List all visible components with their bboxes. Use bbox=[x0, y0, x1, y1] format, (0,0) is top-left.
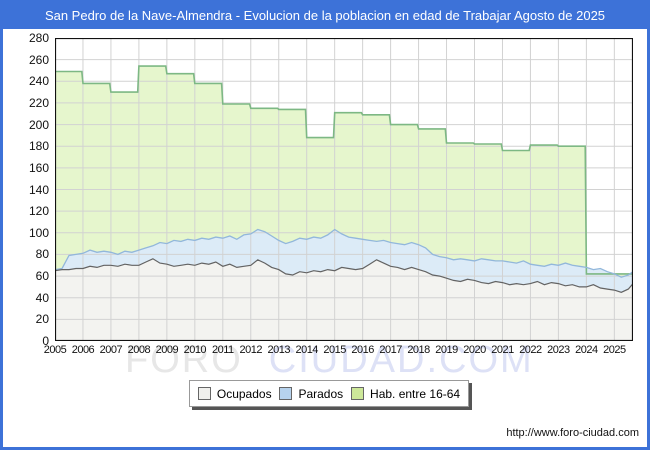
watermark-ciudad: CIUDAD.COM bbox=[268, 339, 534, 381]
x-tick-label: 2017 bbox=[379, 344, 402, 356]
x-tick-label: 2018 bbox=[407, 344, 430, 356]
x-tick-label: 2010 bbox=[183, 344, 207, 356]
legend: Ocupados Parados Hab. entre 16-64 bbox=[189, 380, 469, 407]
x-tick-label: 2012 bbox=[239, 344, 263, 356]
y-tick-label: 60 bbox=[35, 269, 49, 284]
ocupados-swatch-icon bbox=[197, 387, 211, 400]
x-tick-label: 2011 bbox=[211, 344, 234, 356]
watermark-foro: FORO bbox=[125, 339, 243, 381]
gridlines bbox=[55, 38, 633, 341]
legend-label: Parados bbox=[298, 386, 344, 401]
x-tick-label: 2020 bbox=[463, 344, 486, 356]
x-tick-label: 2007 bbox=[99, 344, 123, 356]
x-tick-label: 2022 bbox=[519, 344, 542, 356]
x-tick-label: 2019 bbox=[435, 344, 458, 356]
y-tick-label: 40 bbox=[35, 290, 49, 305]
ocupados-area-fill bbox=[55, 258, 633, 341]
y-tick-label: 0 bbox=[42, 334, 49, 348]
x-tick-label: 2016 bbox=[351, 344, 374, 356]
y-tick-label: 260 bbox=[28, 52, 49, 67]
plot-border bbox=[54, 37, 634, 342]
y-tick-label: 180 bbox=[28, 139, 49, 154]
hab-16-64-swatch-icon bbox=[351, 387, 365, 400]
x-tick-label: 2015 bbox=[323, 344, 346, 356]
y-tick-label: 280 bbox=[28, 31, 49, 45]
y-tick-label: 160 bbox=[28, 160, 49, 175]
y-tick-label: 120 bbox=[28, 204, 49, 219]
y-tick-label: 240 bbox=[28, 74, 49, 89]
area-chart-svg bbox=[54, 37, 634, 342]
legend-label: Hab. entre 16-64 bbox=[370, 386, 461, 401]
x-tick-label: 2013 bbox=[267, 344, 290, 356]
legend-item-ocupados[interactable]: Ocupados bbox=[197, 386, 272, 401]
x-tick-label: 2021 bbox=[491, 344, 514, 356]
y-tick-label: 20 bbox=[35, 312, 49, 327]
legend-item-hab-16-64[interactable]: Hab. entre 16-64 bbox=[351, 387, 460, 401]
x-tick-label: 2008 bbox=[127, 344, 151, 356]
watermark: FORO CIUDAD.COM bbox=[125, 339, 534, 382]
y-tick-label: 140 bbox=[28, 182, 49, 197]
x-tick-label: 2025 bbox=[603, 344, 626, 356]
hab-16-64-line bbox=[55, 65, 633, 275]
y-tick-label: 100 bbox=[28, 225, 49, 240]
y-tick-label: 220 bbox=[28, 95, 49, 110]
legend-label: Ocupados bbox=[216, 386, 272, 401]
y-tick-label: 200 bbox=[28, 117, 49, 132]
ocupados-line bbox=[54, 258, 634, 293]
y-tick-label: 80 bbox=[35, 247, 49, 262]
title-bar: San Pedro de la Nave-Almendra - Evolucio… bbox=[3, 3, 647, 29]
parados-line bbox=[54, 228, 634, 278]
x-tick-label: 2009 bbox=[155, 344, 179, 356]
x-tick-label: 2006 bbox=[71, 344, 95, 356]
plot-area bbox=[54, 37, 634, 342]
x-tick-label: 2024 bbox=[575, 344, 598, 356]
x-tick-label: 2023 bbox=[547, 344, 570, 356]
x-tick-label: 2014 bbox=[295, 344, 318, 356]
parados-swatch-icon bbox=[279, 387, 293, 400]
legend-item-parados[interactable]: Parados bbox=[279, 387, 343, 401]
x-tick-label: 2005 bbox=[43, 344, 67, 356]
footer-url-link[interactable]: http://www.foro-ciudad.com bbox=[506, 427, 639, 439]
